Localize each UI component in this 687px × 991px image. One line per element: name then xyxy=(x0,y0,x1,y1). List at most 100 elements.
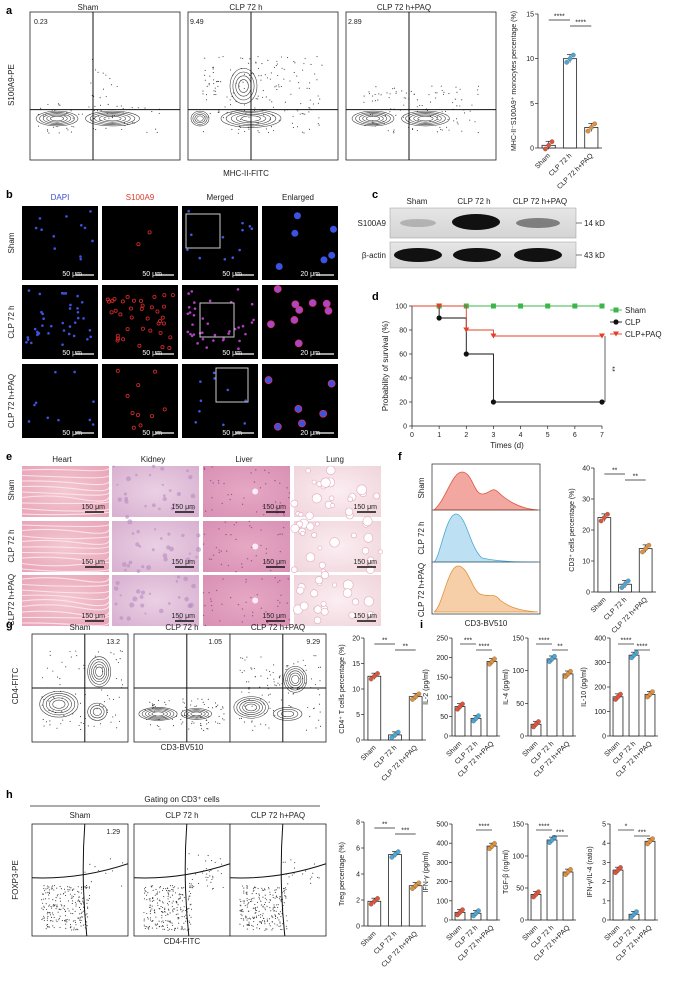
event-dot xyxy=(78,891,80,893)
c-band xyxy=(400,219,436,227)
event-dot xyxy=(256,927,258,929)
b-scale-5: 50 μm xyxy=(62,350,82,357)
event-dot xyxy=(293,663,295,665)
y-tick-label: 0 xyxy=(586,590,590,597)
event-dot xyxy=(175,913,177,916)
s100a9-signal xyxy=(155,309,160,314)
event-dot xyxy=(319,680,321,682)
hepatocyte xyxy=(260,607,263,609)
event-dot xyxy=(50,920,52,922)
panel-e-histology: Heart Kidney Liver Lung Sham CLP 72 h CL… xyxy=(7,455,383,627)
event-dot xyxy=(393,132,395,134)
event-dot xyxy=(177,927,179,929)
event-dot xyxy=(239,669,241,671)
contour xyxy=(89,112,136,125)
event-dot xyxy=(207,116,209,118)
event-dot xyxy=(98,869,100,871)
event-dot xyxy=(75,903,77,905)
tubule xyxy=(115,580,120,586)
event-dot xyxy=(268,701,270,703)
event-dot xyxy=(212,72,214,74)
b-scale-6: 50 μm xyxy=(142,350,162,357)
fiber xyxy=(21,524,110,528)
event-dot xyxy=(74,893,76,896)
alveolus xyxy=(362,516,373,527)
event-dot xyxy=(80,925,82,927)
c-band xyxy=(516,218,560,228)
hepatocyte xyxy=(280,594,282,597)
event-dot xyxy=(251,720,253,722)
tubule xyxy=(188,602,194,608)
event-dot xyxy=(166,902,169,904)
event-dot xyxy=(75,929,77,931)
hepatocyte xyxy=(218,549,220,551)
b-row-clp: CLP 72 h xyxy=(7,305,16,338)
nucleus xyxy=(61,321,65,325)
nucleus xyxy=(89,335,92,339)
y-tick-label: 4 xyxy=(602,841,606,848)
event-dot xyxy=(241,885,243,887)
event-dot xyxy=(176,902,178,904)
hepatocyte xyxy=(243,497,245,499)
bar xyxy=(546,658,558,737)
nucleus xyxy=(40,228,43,232)
event-dot xyxy=(38,125,40,127)
data-point xyxy=(392,852,398,857)
micro-bg xyxy=(182,285,258,359)
nucleus xyxy=(79,223,83,227)
event-dot xyxy=(281,67,283,69)
y-tick-label: 0 xyxy=(444,918,448,925)
event-dot xyxy=(161,901,164,903)
contour xyxy=(39,690,79,718)
merged-cell xyxy=(212,371,216,375)
scale-label: 150 μm xyxy=(263,504,287,511)
event-dot xyxy=(43,698,45,701)
hepatocyte xyxy=(251,615,254,617)
tubule xyxy=(184,596,189,602)
event-dot xyxy=(61,710,63,712)
event-dot xyxy=(277,917,279,919)
event-dot xyxy=(243,900,246,902)
data-point xyxy=(568,668,573,674)
event-dot xyxy=(200,716,202,718)
tubule xyxy=(166,545,171,550)
event-dot xyxy=(79,702,82,704)
event-dot xyxy=(73,896,75,898)
event-dot xyxy=(193,886,195,888)
y-tick-label: 2 xyxy=(356,898,360,905)
s100a9-signal xyxy=(136,242,141,247)
event-dot xyxy=(246,885,248,887)
b-col-dapi: DAPI xyxy=(51,193,70,202)
event-dot xyxy=(248,921,250,923)
s100a9-signal xyxy=(145,316,150,321)
event-dot xyxy=(205,99,208,101)
event-dot xyxy=(65,919,67,921)
h-title-2: CLP 72 h xyxy=(165,811,198,820)
event-dot xyxy=(261,63,263,65)
event-dot xyxy=(169,885,172,887)
contour xyxy=(95,666,104,677)
event-dot xyxy=(191,887,194,889)
event-dot xyxy=(69,886,71,888)
event-dot xyxy=(79,901,81,903)
event-dot xyxy=(297,661,299,663)
nucleus xyxy=(83,226,87,230)
contour xyxy=(291,674,300,684)
event-dot xyxy=(241,915,243,917)
hepatocyte xyxy=(208,591,210,594)
event-dot xyxy=(40,107,42,109)
event-dot xyxy=(278,676,280,678)
hepatocyte xyxy=(277,581,279,583)
event-dot xyxy=(87,906,89,908)
merged-cell xyxy=(193,301,196,304)
contour xyxy=(98,114,127,123)
event-dot xyxy=(218,80,220,82)
hepatocyte xyxy=(275,506,277,509)
roi-box xyxy=(199,302,235,338)
event-dot xyxy=(212,66,214,69)
event-dot xyxy=(131,107,133,109)
event-dot xyxy=(63,905,65,907)
event-dot xyxy=(201,698,203,700)
